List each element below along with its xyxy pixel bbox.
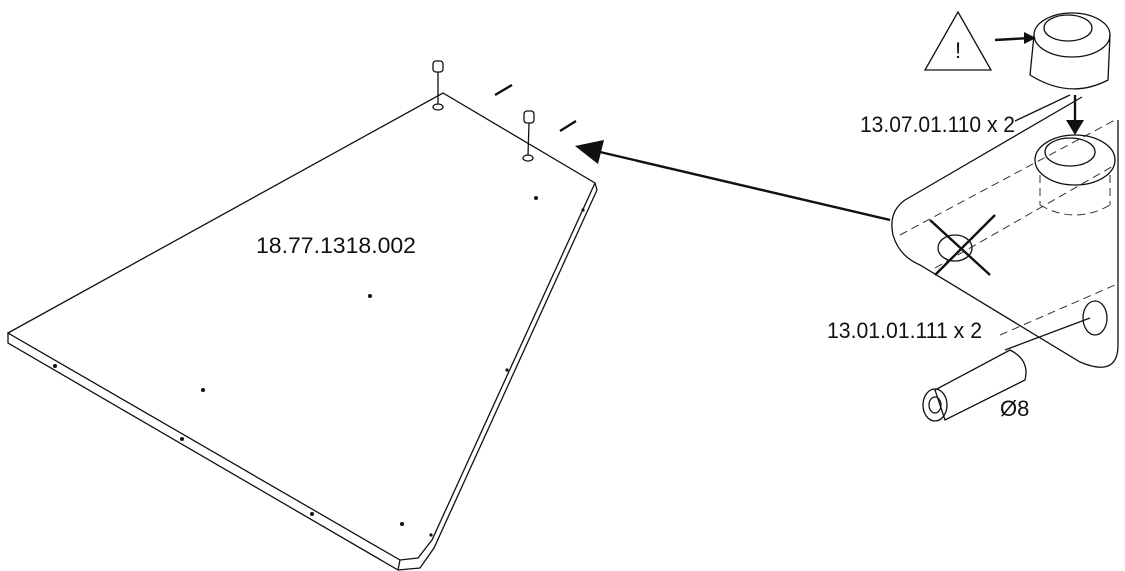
panel-code: 18.77.1318.002: [256, 233, 416, 258]
warning-mark: !: [955, 38, 961, 63]
cam-lock-code: 13.07.01.110 x 2: [860, 112, 1015, 137]
pointer-arrow: [600, 152, 890, 220]
panel: 18.77.1318.002: [8, 61, 597, 570]
dowel-code: 13.01.01.111 x 2: [827, 318, 982, 343]
arrow-head: [575, 140, 604, 164]
assembly-diagram: 18.77.1318.002 ! 13.07.01.110 x 2 13.01.…: [0, 0, 1125, 571]
dowel-diameter: Ø8: [1000, 396, 1029, 421]
